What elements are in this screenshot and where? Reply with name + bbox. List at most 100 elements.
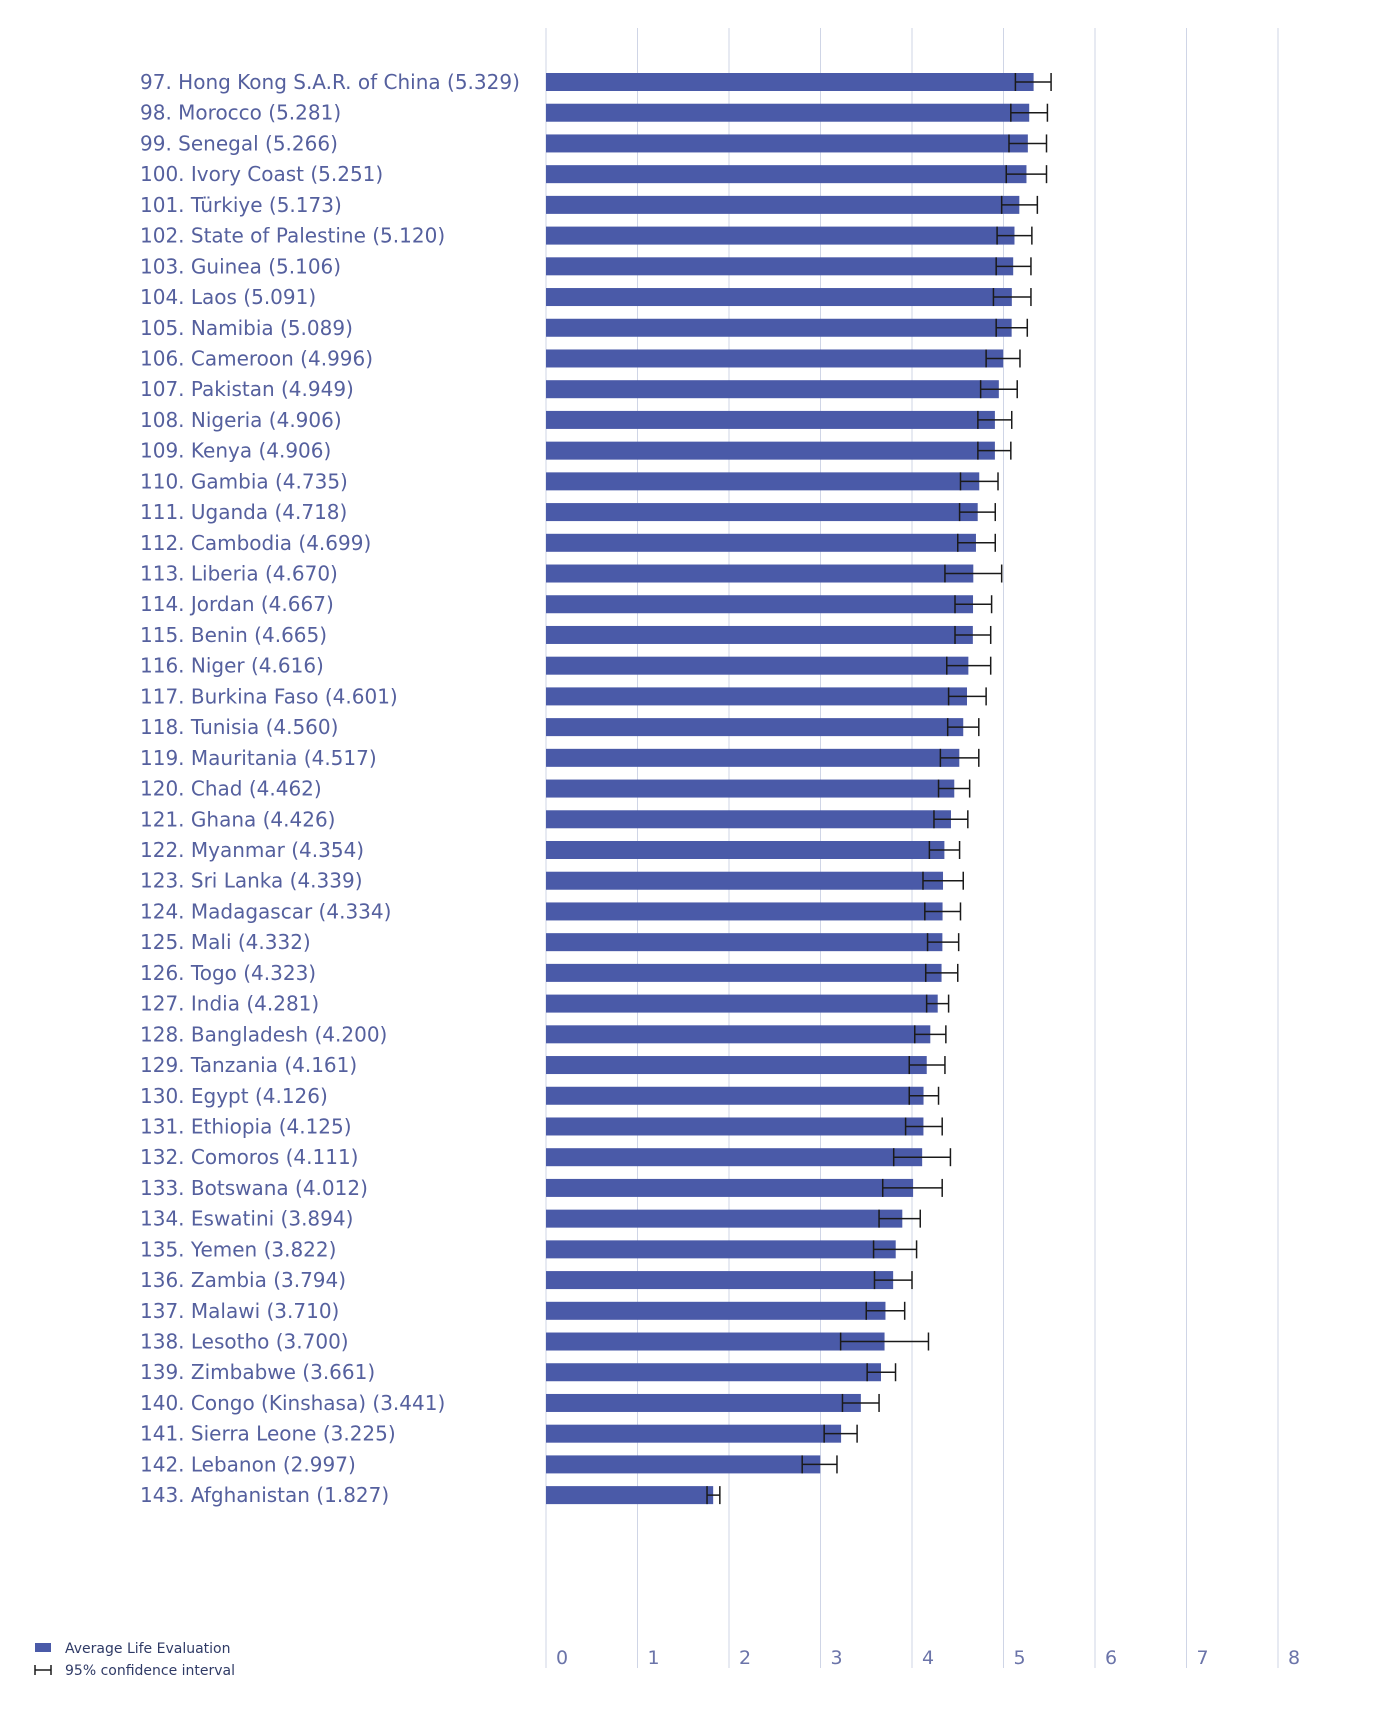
category-label: 109. Kenya (4.906) (140, 439, 331, 463)
category-labels: 97. Hong Kong S.A.R. of China (5.329) 98.… (140, 70, 520, 1507)
bar (546, 103, 1030, 122)
bar (546, 318, 1012, 337)
error-bar (865, 1301, 906, 1320)
bar (546, 73, 1034, 91)
category-label: 114. Jordan (4.667) (140, 592, 334, 616)
error-bar (937, 779, 971, 798)
error-bar (954, 595, 993, 614)
category-label: 124. Madagascar (4.334) (140, 899, 391, 923)
x-tick-label: 2 (739, 1647, 751, 1669)
category-label: 132. Comoros (4.111) (140, 1145, 358, 1169)
category-label: 112. Cambodia (4.699) (140, 531, 371, 555)
category-label: 143. Afghanistan (1.827) (140, 1483, 389, 1507)
category-label: 99. Senegal (5.266) (140, 131, 338, 155)
error-bar (958, 503, 997, 522)
category-label: 98. Morocco (5.281) (140, 101, 341, 125)
error-bar (947, 687, 987, 706)
bar (546, 933, 943, 952)
x-tick-label: 6 (1105, 1647, 1117, 1669)
x-tick-label: 8 (1288, 1647, 1300, 1669)
error-bar (944, 564, 1003, 583)
category-label: 113. Liberia (4.670) (140, 562, 338, 586)
category-label: 131. Ethiopia (4.125) (140, 1114, 352, 1138)
bar (546, 380, 999, 399)
bar (546, 810, 951, 829)
error-bar (954, 625, 992, 644)
bar (546, 1424, 842, 1443)
error-bar (1014, 73, 1052, 91)
bar (546, 1271, 894, 1290)
category-label: 117. Burkina Faso (4.601) (140, 684, 398, 708)
category-label: 106. Cameroon (4.996) (140, 346, 373, 370)
bar (546, 841, 945, 859)
bar (546, 288, 1012, 307)
legend-label-average: Average Life Evaluation (65, 1641, 231, 1657)
bar (546, 963, 942, 982)
bar (546, 134, 1028, 153)
error-bar (1000, 195, 1039, 214)
error-bar (977, 410, 1013, 429)
error-bar (924, 963, 959, 982)
category-label: 103. Guinea (5.106) (140, 254, 341, 278)
bar (546, 779, 955, 798)
bar (546, 1240, 896, 1259)
error-bar (866, 1363, 897, 1382)
bar (546, 533, 976, 552)
bar (546, 748, 960, 767)
error-bar (979, 380, 1018, 399)
x-axis-ticks: 0 1 2 3 4 5 6 7 8 (556, 1647, 1300, 1669)
error-bar (873, 1271, 913, 1290)
bar (546, 1301, 886, 1320)
category-label: 133. Botswana (4.012) (140, 1176, 368, 1200)
category-label: 129. Tanzania (4.161) (140, 1053, 357, 1077)
x-tick-label: 5 (1013, 1647, 1025, 1669)
error-bar (908, 1056, 946, 1075)
category-label: 104. Laos (5.091) (140, 285, 316, 309)
bar (546, 165, 1027, 184)
legend: Average Life Evaluation 95% confidence i… (34, 1641, 235, 1679)
bar (546, 472, 980, 491)
category-label: 126. Togo (4.323) (140, 961, 316, 985)
category-label: 120. Chad (4.462) (140, 777, 322, 801)
category-label: 111. Uganda (4.718) (140, 500, 347, 524)
x-tick-label: 7 (1196, 1647, 1208, 1669)
bar (546, 410, 995, 429)
error-bar (1005, 165, 1048, 184)
error-bar (992, 288, 1032, 307)
category-label: 121. Ghana (4.426) (140, 807, 335, 831)
bar (546, 1486, 714, 1505)
bar (546, 1363, 881, 1382)
error-bar (706, 1486, 721, 1505)
error-bar (985, 349, 1021, 368)
category-label: 136. Zambia (3.794) (140, 1268, 346, 1292)
category-label: 102. State of Palestine (5.120) (140, 224, 445, 248)
error-bar (878, 1209, 921, 1228)
error-bar (823, 1424, 858, 1443)
category-label: 122. Myanmar (4.354) (140, 838, 364, 862)
error-bar (924, 902, 962, 921)
bar (546, 1209, 903, 1228)
bar (546, 1025, 931, 1044)
x-tick-label: 1 (647, 1647, 659, 1669)
category-label: 107. Pakistan (4.949) (140, 377, 354, 401)
error-bar (913, 1025, 947, 1044)
error-bar (1008, 134, 1048, 153)
error-bar (872, 1240, 918, 1259)
error-bar (904, 1117, 943, 1136)
category-label: 135. Yemen (3.822) (140, 1237, 336, 1261)
bar (546, 1455, 821, 1474)
category-label: 118. Tunisia (4.560) (140, 715, 338, 739)
category-label: 134. Eswatini (3.894) (140, 1207, 353, 1231)
bar (546, 1148, 923, 1167)
category-label: 127. India (4.281) (140, 992, 319, 1016)
legend-error-swatch (34, 1665, 52, 1675)
bar (546, 1178, 914, 1197)
bar (546, 902, 943, 921)
category-label: 140. Congo (Kinshasa) (3.441) (140, 1391, 445, 1415)
category-label: 100. Ivory Coast (5.251) (140, 162, 383, 186)
category-label: 123. Sri Lanka (4.339) (140, 869, 363, 893)
category-label: 119. Mauritania (4.517) (140, 746, 377, 770)
bar (546, 349, 1004, 368)
bar (546, 257, 1014, 276)
bar (546, 195, 1020, 214)
